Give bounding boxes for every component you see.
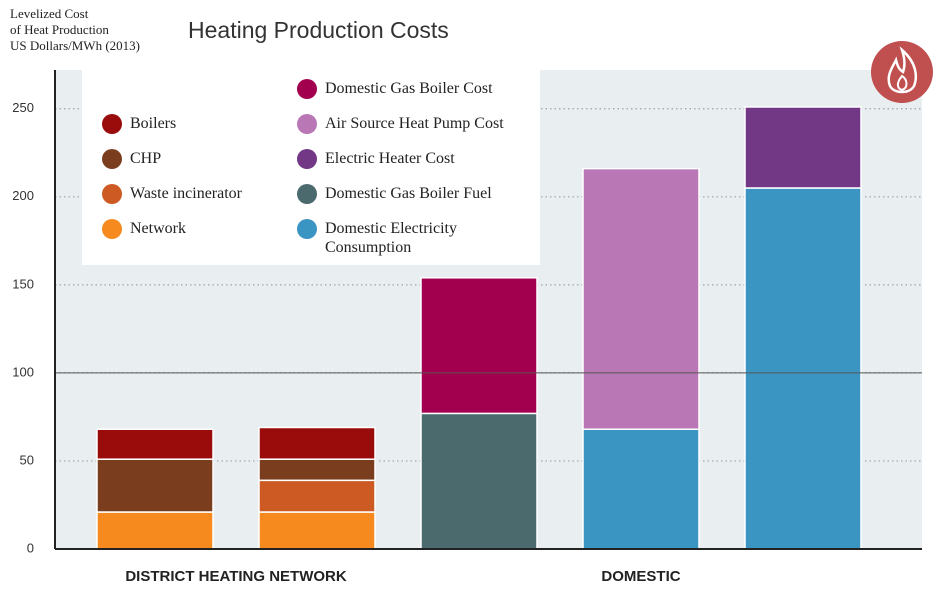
y-tick-label: 100 xyxy=(12,364,34,379)
bar-segment xyxy=(96,511,214,550)
legend-label: Domestic Gas Boiler Cost xyxy=(325,80,493,97)
group-label: DOMESTIC xyxy=(601,568,680,585)
bar-segment xyxy=(420,277,538,415)
legend-item: Electric Heater Cost xyxy=(297,149,522,169)
legend-label: Waste incinerator xyxy=(130,185,242,202)
flame-icon xyxy=(871,41,933,103)
legend-swatch xyxy=(297,114,317,134)
legend-item: Network xyxy=(102,219,292,239)
legend-item: Boilers xyxy=(102,114,292,134)
bar-segment xyxy=(258,426,376,460)
legend-label: Boilers xyxy=(130,115,177,132)
chart-title: Heating Production Costs xyxy=(188,17,449,43)
bar-segment xyxy=(744,187,862,550)
legend-label: Domestic Gas Boiler Fuel xyxy=(325,185,492,202)
legend-swatch xyxy=(297,79,317,99)
bar-segment xyxy=(258,511,376,550)
bar-segment xyxy=(744,106,862,189)
bar-segment xyxy=(420,412,538,550)
legend-label: Air Source Heat Pump Cost xyxy=(325,115,504,132)
legend-item: Domestic Gas Boiler Cost xyxy=(297,79,522,99)
legend-swatch xyxy=(102,184,122,204)
legend-swatch xyxy=(102,114,122,134)
bar-segment xyxy=(96,428,214,460)
legend-swatch xyxy=(297,219,317,239)
y-tick-label: 200 xyxy=(12,188,34,203)
legend-label: Network xyxy=(130,220,186,237)
y-axis-title: US Dollars/MWh (2013) xyxy=(10,38,140,53)
legend-label: Electric Heater Cost xyxy=(325,150,455,167)
legend-swatch xyxy=(102,219,122,239)
legend-swatch xyxy=(102,149,122,169)
bar-segment xyxy=(258,479,376,513)
legend: Boilers CHP Waste incinerator Network Domest… xyxy=(82,70,540,265)
y-tick-label: 0 xyxy=(27,540,34,555)
legend-label: CHP xyxy=(130,150,162,167)
legend-swatch xyxy=(297,184,317,204)
legend-swatch xyxy=(297,149,317,169)
bar-segment xyxy=(582,428,700,550)
bar-segment xyxy=(258,458,376,482)
y-tick-label: 150 xyxy=(12,276,34,291)
bar-segment xyxy=(582,167,700,430)
legend-item: Domestic Gas Boiler Fuel xyxy=(297,184,522,204)
y-axis-title: Levelized Cost xyxy=(10,6,89,21)
y-tick-label: 50 xyxy=(20,452,34,467)
y-axis-title: of Heat Production xyxy=(10,22,109,37)
y-tick-label: 250 xyxy=(12,100,34,115)
bar-segment xyxy=(96,458,214,513)
legend-item: Air Source Heat Pump Cost xyxy=(297,114,522,134)
group-label: DISTRICT HEATING NETWORK xyxy=(125,568,347,585)
legend-item: CHP xyxy=(102,149,292,169)
legend-item: Waste incinerator xyxy=(102,184,292,204)
legend-label: Domestic Electricity Consumption xyxy=(325,220,457,256)
legend-item: Domestic Electricity Consumption xyxy=(297,219,522,257)
